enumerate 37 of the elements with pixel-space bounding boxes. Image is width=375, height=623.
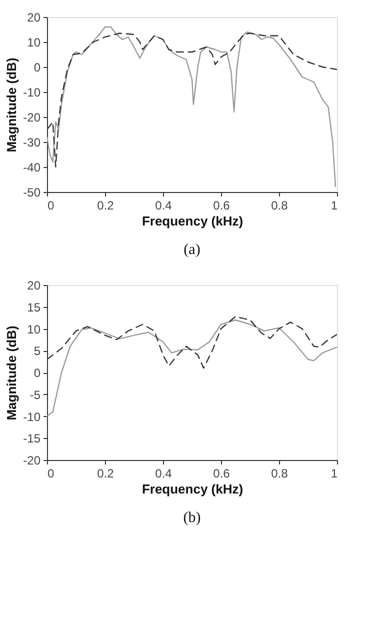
x-tick-label: 0.6 — [213, 198, 230, 212]
x-tick-label: 0 — [48, 198, 54, 212]
line-series — [47, 26, 336, 188]
y-tick-label: -10 — [23, 410, 41, 424]
x-tick-label: 0.6 — [213, 466, 230, 480]
x-tick-label: 0.2 — [97, 466, 114, 480]
y-tick-label: 0 — [34, 60, 41, 74]
x-tick-label: 0.2 — [97, 198, 114, 212]
text: (a) — [184, 242, 200, 258]
y-axis-title: Magnitude (dB) — [4, 326, 20, 420]
x-tick-label: 1 — [330, 466, 338, 480]
x-axis-title: Frequency (kHz) — [142, 214, 244, 228]
x-tick-label: 0.4 — [155, 198, 172, 212]
y-tick-label: 20 — [27, 10, 41, 24]
text: (b) — [183, 510, 201, 526]
x-tick-label: 0.4 — [155, 466, 172, 480]
x-axis-title: Frequency (kHz) — [142, 482, 244, 496]
x-tick-label: 0.8 — [271, 198, 288, 212]
y-tick-label: -10 — [23, 86, 41, 100]
y-tick-label: 20 — [27, 278, 41, 292]
y-tick-label: -5 — [30, 388, 41, 402]
y-tick-label: 15 — [27, 300, 41, 314]
y-tick-label: -40 — [23, 160, 41, 174]
line-series — [47, 319, 337, 417]
y-axis-title: Magnitude (dB) — [4, 58, 20, 152]
y-tick-label: -50 — [23, 186, 41, 200]
y-tick-label: 10 — [27, 36, 41, 50]
y-tick-label: -20 — [23, 454, 41, 468]
y-tick-label: -30 — [23, 136, 41, 150]
y-tick-label: 5 — [34, 344, 41, 358]
y-tick-label: -20 — [23, 110, 41, 124]
y-tick-label: 10 — [27, 322, 41, 336]
x-tick-label: 0 — [48, 466, 54, 480]
y-tick-label: 0 — [34, 366, 41, 380]
x-tick-label: 1 — [330, 198, 338, 212]
y-tick-label: -15 — [23, 432, 41, 446]
x-tick-label: 0.8 — [271, 466, 288, 480]
